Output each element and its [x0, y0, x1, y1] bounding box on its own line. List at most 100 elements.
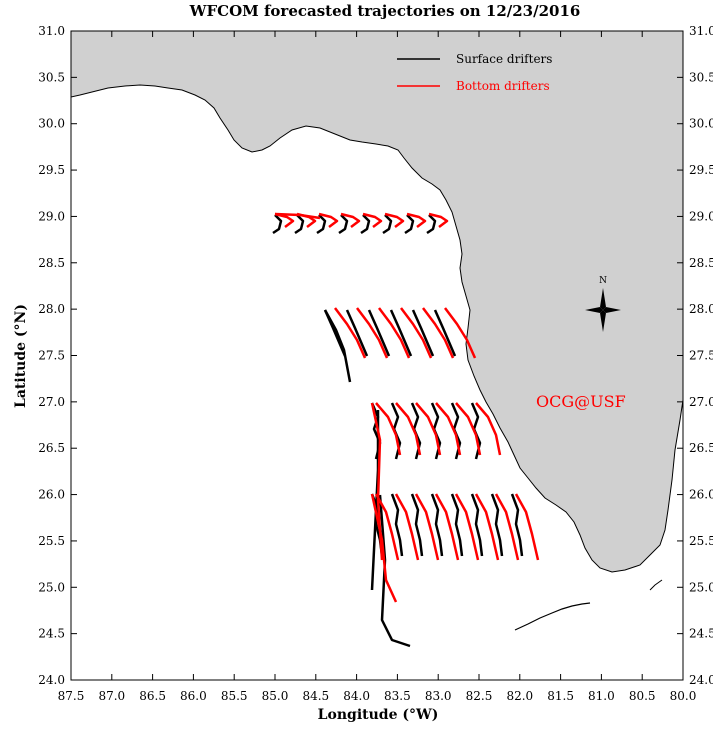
- x-tick-label: 84.5: [302, 689, 329, 703]
- surface-drifter-track: [338, 214, 349, 235]
- bottom-drifter-track: [422, 307, 455, 359]
- surface-drifter-track: [378, 494, 411, 648]
- y-tick-label: 30.5: [689, 70, 713, 84]
- bottom-drifter-tracks: [274, 212, 540, 603]
- x-tick-label: 85.0: [262, 689, 289, 703]
- y-tick-label: 29.5: [38, 163, 65, 177]
- bottom-drifter-track: [356, 307, 389, 359]
- x-tick-label: 82.0: [506, 689, 533, 703]
- bottom-drifter-track: [454, 493, 480, 561]
- bottom-drifter-track: [384, 212, 405, 228]
- bottom-drifter-track: [274, 212, 321, 220]
- x-tick-label: 80.5: [629, 689, 656, 703]
- bottom-drifter-track: [444, 307, 477, 359]
- map-title: WFCOM forecasted trajectories on 12/23/2…: [189, 2, 581, 20]
- bottom-drifter-track: [340, 212, 361, 228]
- y-tick-label: 28.0: [689, 302, 713, 316]
- y-tick-label: 24.5: [689, 627, 713, 641]
- y-tick-label: 27.0: [689, 395, 713, 409]
- x-tick-label: 83.0: [425, 689, 452, 703]
- legend: Surface drifters Bottom drifters: [397, 52, 552, 93]
- bottom-drifter-track: [395, 402, 422, 456]
- x-axis-label: Longitude (°W): [318, 707, 439, 723]
- bottom-drifter-track: [318, 212, 339, 228]
- x-axis-ticks: 87.5 87.0 86.5 86.0 85.5 85.0 84.5 84.0 83.5 83.0…: [58, 31, 697, 703]
- bottom-drifter-track: [494, 493, 520, 561]
- bottom-drifter-track: [414, 493, 440, 561]
- florida-keys: [514, 602, 591, 631]
- bottom-drifter-track: [415, 402, 442, 456]
- y-tick-label: 24.5: [38, 627, 65, 641]
- y-tick-label: 25.0: [689, 580, 713, 594]
- bottom-drifter-track: [428, 212, 449, 228]
- bottom-drifter-track: [514, 493, 540, 561]
- y-tick-label: 28.0: [38, 302, 65, 316]
- y-tick-label: 28.5: [38, 256, 65, 270]
- bottom-drifter-track: [334, 307, 367, 359]
- y-tick-label: 30.0: [689, 117, 713, 131]
- bottom-drifter-track: [406, 212, 427, 228]
- florida-landmass: [71, 31, 683, 573]
- y-tick-label: 27.0: [38, 395, 65, 409]
- surface-drifter-track: [360, 214, 371, 235]
- surface-drifter-track: [370, 410, 380, 591]
- y-tick-label: 27.5: [38, 349, 65, 363]
- bottom-drifter-track: [474, 493, 500, 561]
- surface-drifter-track: [404, 214, 415, 235]
- surface-drifter-track: [345, 309, 369, 357]
- surface-drifter-track: [316, 214, 327, 235]
- bottom-drifter-track: [374, 493, 400, 561]
- surface-drifter-track: [294, 214, 305, 235]
- y-tick-label: 27.5: [689, 349, 713, 363]
- y-tick-label: 25.5: [38, 534, 65, 548]
- surface-drifter-track: [510, 493, 524, 557]
- bottom-drifter-track: [378, 307, 411, 359]
- surface-drifter-track: [382, 214, 393, 235]
- surface-drifter-track: [390, 493, 404, 557]
- surface-drifter-track: [470, 493, 484, 557]
- y-tick-label: 26.5: [38, 441, 65, 455]
- surface-drifter-track: [490, 493, 504, 557]
- y-tick-label: 26.0: [689, 488, 713, 502]
- bottom-drifter-track: [394, 493, 420, 561]
- x-tick-label: 87.0: [98, 689, 125, 703]
- x-tick-label: 83.5: [384, 689, 411, 703]
- surface-drifter-track: [323, 309, 352, 383]
- y-tick-label: 31.0: [689, 24, 713, 38]
- y-tick-label: 28.5: [689, 256, 713, 270]
- y-tick-label: 26.5: [689, 441, 713, 455]
- y-axis-label: Latitude (°N): [13, 304, 29, 408]
- surface-drifter-track: [410, 493, 424, 557]
- x-tick-label: 87.5: [58, 689, 85, 703]
- y-tick-label: 24.0: [38, 673, 65, 687]
- x-tick-label: 81.0: [588, 689, 615, 703]
- surface-drifter-track: [426, 214, 437, 235]
- compass-north-label: N: [599, 276, 607, 286]
- y-tick-label: 30.0: [38, 117, 65, 131]
- bottom-drifter-track: [475, 402, 502, 456]
- x-tick-label: 80.0: [670, 689, 697, 703]
- bottom-drifter-track: [435, 402, 462, 456]
- plot-area: Surface drifters Bottom drifters N OCG@U…: [71, 31, 683, 680]
- y-tick-label: 25.0: [38, 580, 65, 594]
- y-tick-label: 24.0: [689, 673, 713, 687]
- bottom-drifter-track: [370, 493, 398, 603]
- y-axis-ticks: 31.0 31.0 30.5 30.5 30.0 30.0 29.5 29.5 29.0 29.0…: [38, 24, 713, 687]
- y-tick-label: 26.0: [38, 488, 65, 502]
- north-arrow-compass-icon: N: [585, 276, 621, 332]
- bottom-drifter-track: [400, 307, 433, 359]
- surface-drifter-track: [411, 309, 435, 357]
- x-tick-label: 84.0: [343, 689, 370, 703]
- y-tick-label: 29.0: [38, 209, 65, 223]
- x-tick-label: 86.0: [180, 689, 207, 703]
- bottom-drifter-track: [274, 212, 295, 228]
- surface-drifter-track: [433, 309, 457, 357]
- x-tick-label: 85.5: [221, 689, 248, 703]
- watermark-label: OCG@USF: [536, 392, 626, 411]
- y-tick-label: 30.5: [38, 70, 65, 84]
- surface-drifter-track: [389, 309, 413, 357]
- x-tick-label: 81.5: [547, 689, 574, 703]
- y-tick-label: 31.0: [38, 24, 65, 38]
